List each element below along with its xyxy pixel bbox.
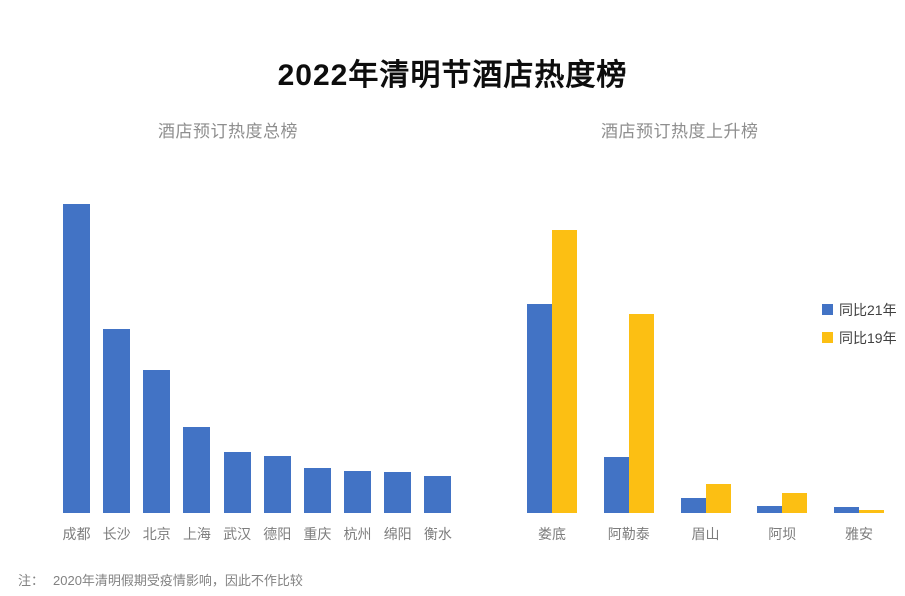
legend-swatch-blue-icon — [822, 304, 833, 315]
x-axis-label: 眉山 — [691, 526, 720, 542]
bar-total-7 — [303, 467, 331, 513]
footnote: 注： 2020年清明假期受疫情影响，因此不作比较 — [18, 570, 303, 589]
x-axis-label: 阿坝 — [768, 526, 797, 542]
x-axis-label: 成都 — [62, 526, 91, 542]
x-axis-label: 武汉 — [223, 526, 252, 542]
bar-rise-yoy21-1 — [527, 303, 552, 513]
bar-rise-yoy19-5 — [859, 509, 884, 513]
page-title: 2022年清明节酒店热度榜 — [277, 59, 628, 92]
legend-swatch-yellow-icon — [822, 332, 833, 343]
x-axis-label: 阿勒泰 — [607, 526, 650, 542]
x-axis-label: 北京 — [142, 526, 171, 542]
legend: 同比21年 同比19年 — [822, 301, 897, 357]
x-axis-label: 绵阳 — [383, 526, 412, 542]
x-axis-label: 重庆 — [303, 526, 332, 542]
right-chart-title: 酒店预订热度上升榜 — [601, 122, 759, 141]
x-axis-label: 长沙 — [102, 526, 131, 542]
x-axis-label: 雅安 — [845, 526, 873, 542]
bar-total-1 — [63, 204, 90, 513]
bar-rise-yoy21-2 — [603, 456, 629, 513]
x-axis-label: 杭州 — [343, 526, 372, 542]
x-axis-label: 上海 — [182, 526, 211, 542]
bar-rise-yoy19-3 — [705, 484, 731, 513]
legend-item-yoy2021: 同比21年 — [822, 301, 897, 318]
bar-total-6 — [263, 456, 291, 513]
bar-rise-yoy21-5 — [834, 507, 859, 513]
x-axis-label: 衡水 — [423, 526, 452, 542]
bar-rise-yoy19-2 — [628, 314, 654, 513]
bar-rise-yoy19-4 — [782, 492, 808, 513]
left-chart-title: 酒店预订热度总榜 — [158, 122, 298, 141]
bar-total-2 — [103, 329, 131, 513]
legend-label-yoy2019: 同比19年 — [839, 329, 897, 346]
x-axis-label: 娄底 — [538, 526, 566, 542]
bar-rise-yoy21-4 — [757, 505, 783, 513]
bar-total-8 — [344, 470, 372, 513]
bar-rise-yoy21-3 — [680, 498, 706, 513]
bar-total-3 — [143, 369, 171, 513]
x-axis-label: 德阳 — [263, 526, 292, 542]
legend-label-yoy2021: 同比21年 — [839, 301, 897, 318]
bar-total-10 — [424, 475, 452, 513]
legend-item-yoy2019: 同比19年 — [822, 329, 897, 346]
footnote-body: 2020年清明假期受疫情影响，因此不作比较 — [53, 573, 303, 588]
bar-rise-yoy19-1 — [552, 230, 577, 513]
bar-total-9 — [384, 471, 412, 513]
bar-total-5 — [223, 452, 251, 513]
footnote-prefix: 注： — [18, 573, 45, 588]
bar-total-4 — [183, 427, 211, 513]
